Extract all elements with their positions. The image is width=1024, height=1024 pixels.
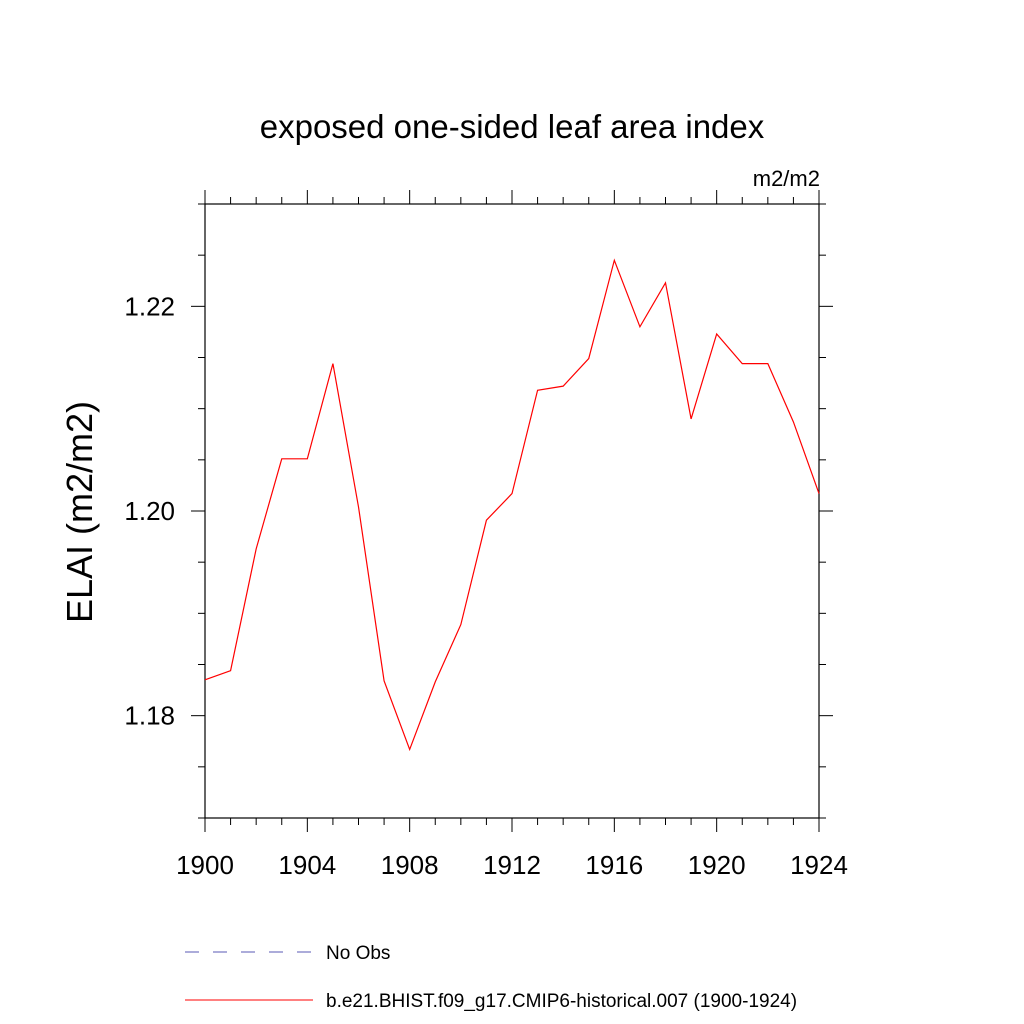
y-tick-label: 1.20 [124, 496, 175, 526]
legend-label: b.e21.BHIST.f09_g17.CMIP6-historical.007… [326, 991, 797, 1012]
axis-tick-labels: 1900 1904 1908 1912 1916 1920 1924 1.18 1.20 1.22 [124, 291, 848, 880]
x-tick-label: 1924 [790, 850, 848, 880]
x-tick-label: 1920 [688, 850, 746, 880]
x-tick-label: 1900 [176, 850, 234, 880]
units-label: m2/m2 [753, 166, 820, 191]
axis-ticks [191, 190, 833, 832]
x-tick-label: 1908 [381, 850, 439, 880]
series-line [204, 258, 820, 752]
x-tick-label: 1912 [483, 850, 541, 880]
y-tick-label: 1.22 [124, 291, 175, 321]
x-tick-label: 1904 [278, 850, 336, 880]
series-group [204, 258, 820, 752]
x-tick-label: 1916 [585, 850, 643, 880]
chart-title: exposed one-sided leaf area index [260, 108, 765, 145]
y-axis-label: ELAI (m2/m2) [59, 401, 100, 623]
plot-frame [204, 203, 820, 819]
legend: No Obs b.e21.BHIST.f09_g17.CMIP6-historic… [185, 943, 797, 1012]
legend-label: No Obs [326, 943, 390, 964]
y-tick-label: 1.18 [124, 701, 175, 731]
